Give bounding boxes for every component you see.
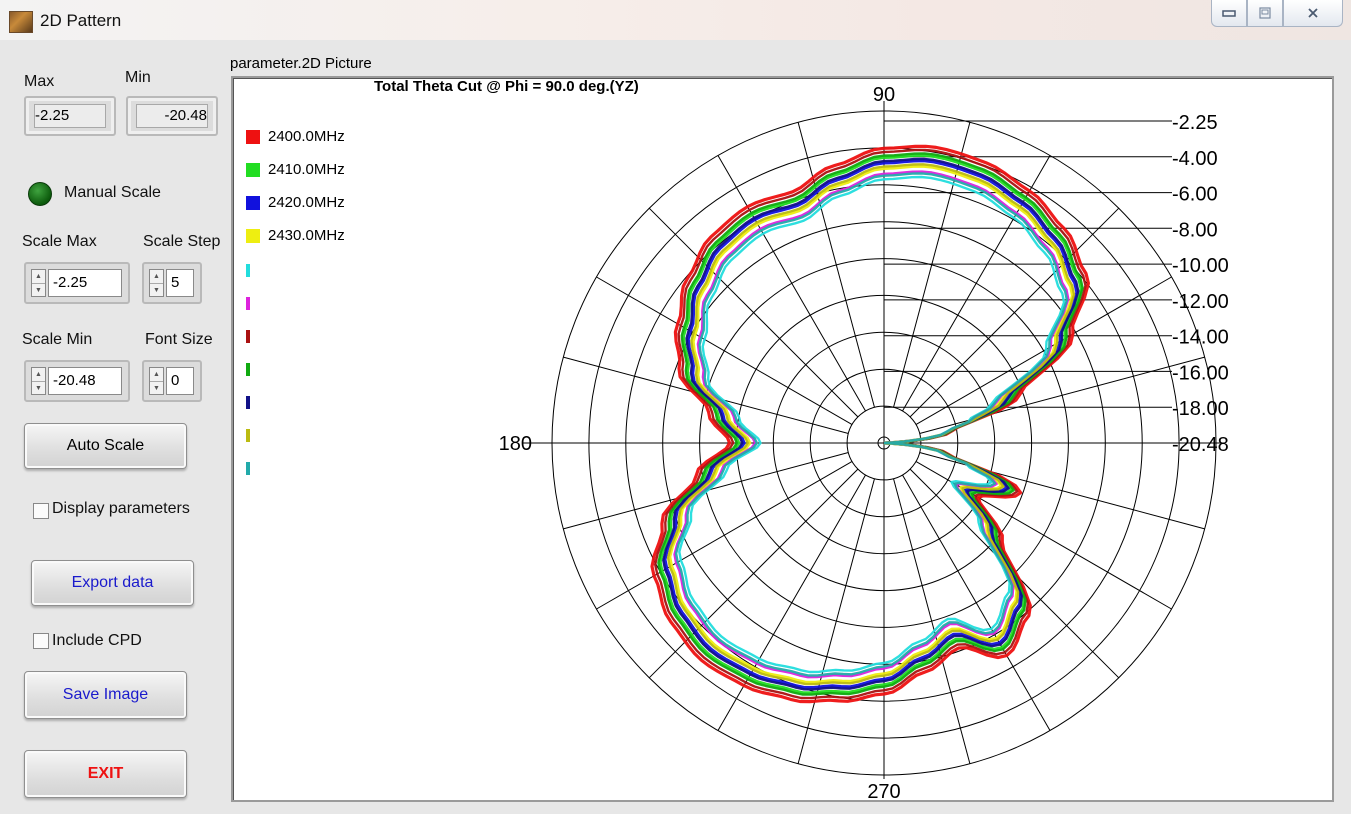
legend-line-marker bbox=[246, 330, 250, 343]
min-readout: -20.48 bbox=[126, 96, 218, 136]
window-title: 2D Pattern bbox=[40, 11, 122, 30]
window-controls bbox=[1211, 0, 1343, 30]
max-readout: -2.25 bbox=[24, 96, 116, 136]
plot-panel-label: parameter.2D Picture bbox=[230, 55, 372, 72]
scale-step-stepper[interactable]: ▲ ▼ 5 bbox=[142, 262, 202, 304]
legend-swatch bbox=[246, 162, 260, 177]
legend-swatch bbox=[246, 228, 260, 243]
min-label: Min bbox=[125, 69, 151, 86]
scale-max-label: Scale Max bbox=[22, 233, 97, 250]
scale-max-stepper[interactable]: ▲ ▼ -2.25 bbox=[24, 262, 130, 304]
display-parameters-label: Display parameters bbox=[52, 500, 190, 517]
app-icon bbox=[9, 11, 33, 33]
plot-area bbox=[231, 76, 1334, 802]
legend-item: 2430.0MHz bbox=[246, 227, 345, 244]
legend-line-marker bbox=[246, 462, 250, 475]
min-value: -20.48 bbox=[136, 104, 208, 128]
legend-line-marker bbox=[246, 264, 250, 277]
scale-step-arrows-icon[interactable]: ▲ ▼ bbox=[149, 269, 164, 297]
legend-line-marker bbox=[246, 297, 250, 310]
export-data-button[interactable]: Export data bbox=[31, 560, 194, 606]
auto-scale-button[interactable]: Auto Scale bbox=[24, 423, 187, 469]
legend-label: 2430.0MHz bbox=[268, 227, 345, 244]
legend-label: 2410.0MHz bbox=[268, 161, 345, 178]
legend-swatch bbox=[246, 195, 260, 210]
display-parameters-checkbox[interactable] bbox=[33, 503, 49, 519]
maximize-icon[interactable] bbox=[1247, 0, 1283, 27]
scale-max-input[interactable]: -2.25 bbox=[48, 269, 122, 297]
manual-scale-led-icon[interactable] bbox=[28, 182, 52, 206]
chart-title: Total Theta Cut @ Phi = 90.0 deg.(YZ) bbox=[374, 78, 639, 95]
scale-step-input[interactable]: 5 bbox=[166, 269, 194, 297]
save-image-button[interactable]: Save Image bbox=[24, 671, 187, 719]
scale-min-arrows-icon[interactable]: ▲ ▼ bbox=[31, 367, 46, 395]
manual-scale-label: Manual Scale bbox=[64, 184, 161, 201]
scale-max-arrows-icon[interactable]: ▲ ▼ bbox=[31, 269, 46, 297]
font-size-label: Font Size bbox=[145, 331, 213, 348]
legend-line-marker bbox=[246, 429, 250, 442]
close-icon[interactable] bbox=[1283, 0, 1343, 27]
font-size-stepper[interactable]: ▲ ▼ 0 bbox=[142, 360, 202, 402]
font-size-arrows-icon[interactable]: ▲ ▼ bbox=[149, 367, 164, 395]
exit-button[interactable]: EXIT bbox=[24, 750, 187, 798]
window-titlebar: 2D Pattern bbox=[0, 0, 1351, 40]
max-value: -2.25 bbox=[34, 104, 106, 128]
legend-swatch bbox=[246, 129, 260, 144]
legend-label: 2420.0MHz bbox=[268, 194, 345, 211]
font-size-input[interactable]: 0 bbox=[166, 367, 194, 395]
max-label: Max bbox=[24, 73, 55, 90]
scale-min-input[interactable]: -20.48 bbox=[48, 367, 122, 395]
include-cpd-label: Include CPD bbox=[52, 632, 142, 649]
legend-item: 2410.0MHz bbox=[246, 161, 345, 178]
include-cpd-checkbox[interactable] bbox=[33, 633, 49, 649]
legend-item: 2420.0MHz bbox=[246, 194, 345, 211]
scale-min-stepper[interactable]: ▲ ▼ -20.48 bbox=[24, 360, 130, 402]
minimize-icon[interactable] bbox=[1211, 0, 1247, 27]
legend-label: 2400.0MHz bbox=[268, 128, 345, 145]
legend-item: 2400.0MHz bbox=[246, 128, 345, 145]
legend-line-marker bbox=[246, 396, 250, 409]
legend-line-marker bbox=[246, 363, 250, 376]
scale-min-label: Scale Min bbox=[22, 331, 93, 348]
scale-step-label: Scale Step bbox=[143, 233, 221, 250]
